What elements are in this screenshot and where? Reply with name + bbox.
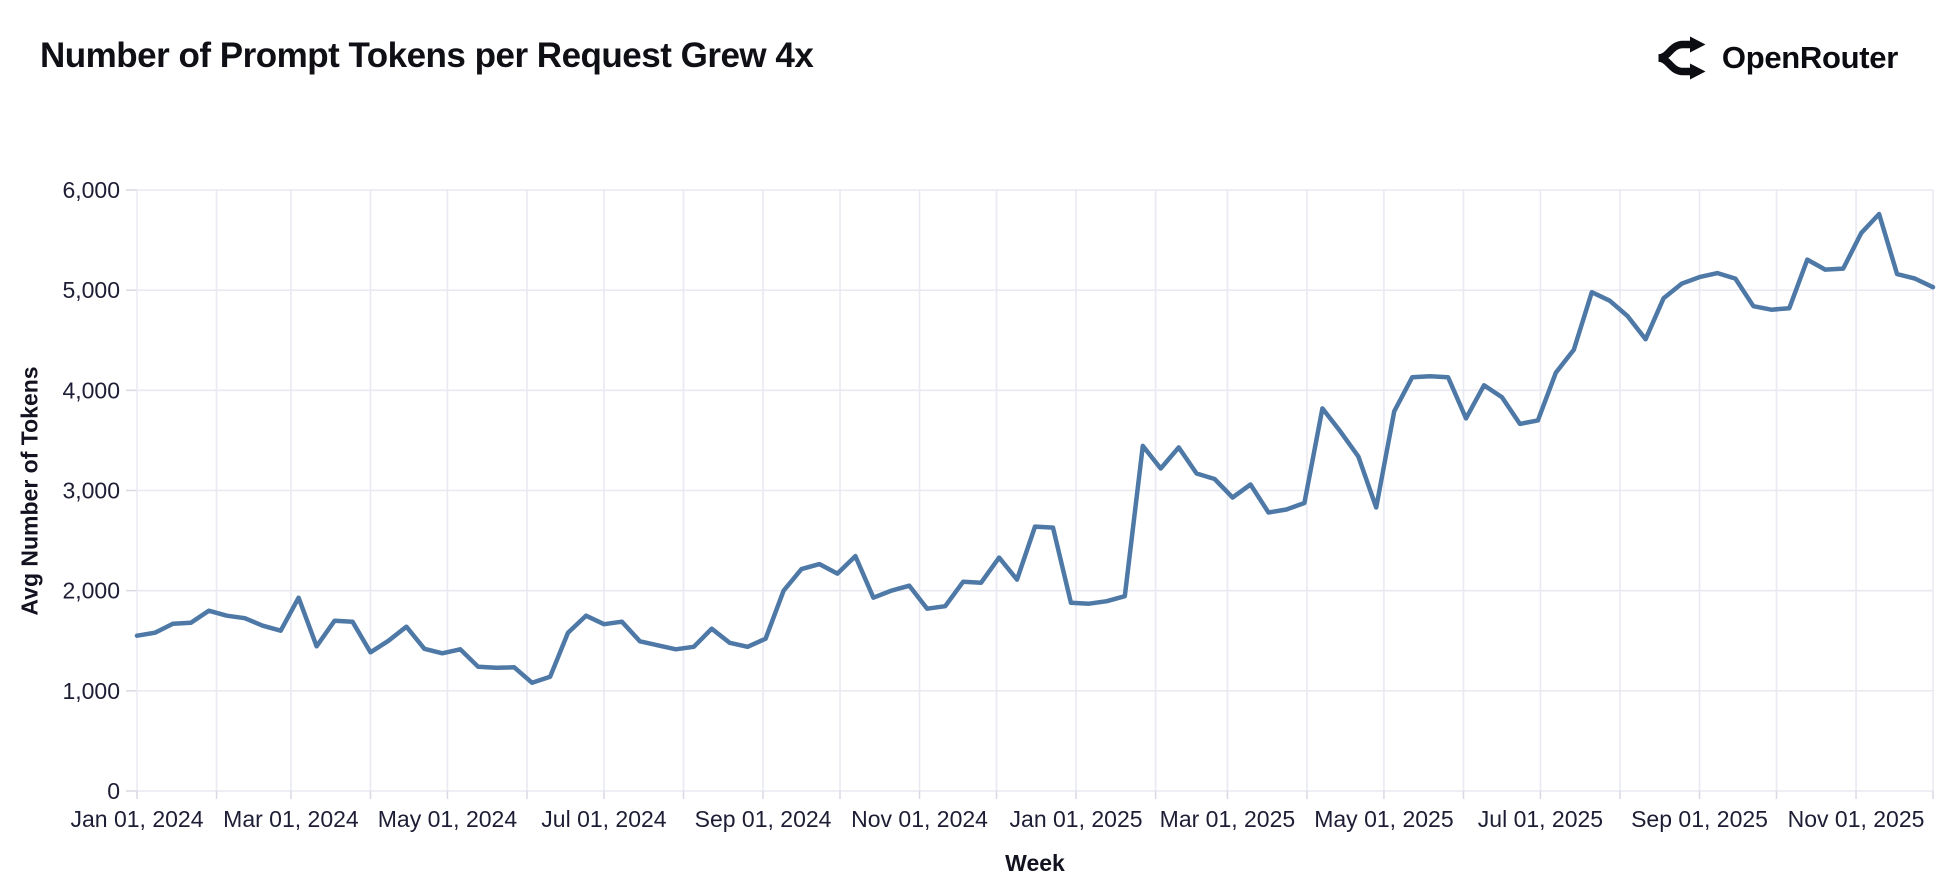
x-tick-label: May 01, 2025: [1314, 806, 1453, 832]
x-tick-label: Sep 01, 2025: [1631, 806, 1768, 832]
y-tick-label: 2,000: [62, 578, 120, 604]
y-tick-label: 6,000: [62, 177, 120, 203]
y-tick-label: 0: [107, 778, 120, 804]
series-line: [134, 211, 1936, 686]
y-tick-label: 5,000: [62, 277, 120, 303]
x-tick-label: Sep 01, 2024: [695, 806, 832, 832]
x-tick-label: May 01, 2024: [378, 806, 518, 832]
x-axis-title: Week: [1005, 850, 1065, 876]
x-tick-label: Jul 01, 2024: [541, 806, 667, 832]
x-tick-label: Mar 01, 2024: [223, 806, 359, 832]
x-tick-label: Jan 01, 2024: [70, 806, 203, 832]
y-axis-title: Avg Number of Tokens: [16, 366, 43, 616]
x-tick-label: Nov 01, 2024: [851, 806, 988, 832]
x-tick-label: Jan 01, 2025: [1010, 806, 1143, 832]
brand-name: OpenRouter: [1721, 40, 1898, 75]
y-tick-label: 3,000: [62, 478, 120, 504]
x-tick-label: Jul 01, 2025: [1478, 806, 1603, 832]
y-tick-label: 1,000: [62, 678, 120, 704]
y-tick-label: 4,000: [62, 377, 120, 403]
openrouter-logo-icon: [1656, 32, 1708, 84]
openrouter-brand: OpenRouter: [1656, 32, 1898, 84]
x-tick-label: Nov 01, 2025: [1788, 806, 1925, 832]
page-title: Number of Prompt Tokens per Request Grew…: [40, 36, 814, 75]
x-tick-label: Mar 01, 2025: [1160, 806, 1296, 832]
